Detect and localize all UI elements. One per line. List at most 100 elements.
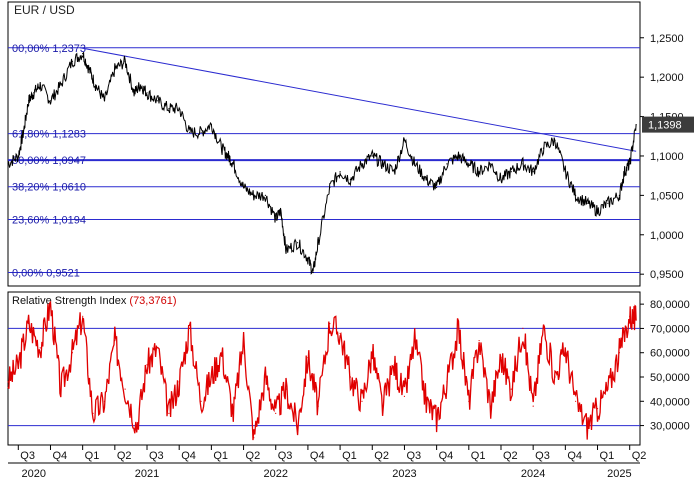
time-axis: Q3 Q4 Q1 Q2 Q3 Q4 Q1 Q2 Q3 Q4 Q1 Q2 Q3 Q4 Q1 Q2 Q3 Q4 Q1 Q2… bbox=[8, 445, 646, 480]
price-point bbox=[156, 100, 158, 102]
price-point bbox=[575, 194, 577, 196]
rsi-point bbox=[200, 400, 202, 402]
price-point bbox=[88, 68, 90, 70]
price-point bbox=[188, 131, 191, 133]
rsi-y-tick-label: 30,0000 bbox=[650, 421, 690, 433]
x-tick-label: Q2 bbox=[503, 450, 518, 462]
price-point bbox=[103, 100, 106, 102]
year-label: 2025 bbox=[607, 468, 631, 480]
rsi-point bbox=[60, 388, 62, 390]
price-y-tick-label: 1,0500 bbox=[650, 190, 684, 202]
x-tick-label: Q2 bbox=[374, 450, 389, 462]
x-tick-label: Q4 bbox=[181, 450, 196, 462]
rsi-y-tick-label: 80,0000 bbox=[650, 299, 690, 311]
fib-label: 38,20% 1,0610 bbox=[12, 182, 86, 194]
price-point bbox=[168, 108, 170, 110]
price-point bbox=[227, 155, 229, 157]
rsi-point bbox=[210, 376, 212, 378]
rsi-point bbox=[575, 400, 577, 402]
rsi-point bbox=[168, 412, 170, 414]
fib-label: 00,00% 1,2373 bbox=[12, 43, 86, 55]
price-point bbox=[361, 163, 363, 165]
rsi-point bbox=[221, 352, 223, 354]
rsi-panel-frame bbox=[7, 291, 641, 446]
price-point bbox=[436, 186, 438, 189]
rsi-title: Relative Strength Index (73,3761) bbox=[12, 295, 177, 307]
rsi-point bbox=[124, 388, 126, 390]
price-point bbox=[307, 257, 309, 259]
rsi-point bbox=[554, 376, 556, 378]
price-point bbox=[317, 242, 319, 244]
price-point bbox=[17, 155, 19, 157]
price-panel-frame bbox=[7, 1, 641, 287]
x-tick-label: Q2 bbox=[632, 450, 647, 462]
rsi-point bbox=[586, 425, 588, 427]
rsi-point bbox=[307, 357, 309, 359]
price-point bbox=[510, 171, 512, 173]
rsi-point bbox=[28, 323, 30, 325]
x-tick-label: Q3 bbox=[278, 450, 293, 462]
rsi-point bbox=[393, 364, 395, 366]
rsi-point bbox=[39, 347, 41, 349]
price-point bbox=[478, 171, 480, 173]
price-point bbox=[596, 210, 599, 212]
x-tick-label: Q3 bbox=[406, 450, 421, 462]
year-label: 2021 bbox=[135, 468, 159, 480]
trend-line bbox=[79, 47, 637, 152]
price-point bbox=[39, 84, 41, 86]
rsi-point bbox=[178, 381, 180, 383]
rsi-y-tick-label: 60,0000 bbox=[650, 348, 690, 360]
last-value-label: 1,1398 bbox=[648, 120, 682, 132]
price-point bbox=[542, 147, 545, 149]
price-point bbox=[285, 249, 287, 252]
x-tick-label: Q3 bbox=[20, 450, 35, 462]
fib-label: 61,80% 1,1283 bbox=[12, 129, 86, 141]
rsi-point bbox=[618, 352, 621, 354]
price-point bbox=[312, 271, 314, 274]
price-point bbox=[264, 194, 266, 196]
rsi-point bbox=[92, 412, 94, 414]
price-point bbox=[425, 179, 427, 181]
price-point bbox=[275, 218, 277, 220]
rsi-point bbox=[349, 376, 351, 378]
rsi-point bbox=[457, 327, 460, 329]
price-y-tick-label: 0,9500 bbox=[650, 269, 684, 281]
price-point bbox=[564, 171, 566, 173]
price-chart-title: EUR / USD bbox=[14, 3, 75, 17]
fib-label: 0,00% 0,9521 bbox=[12, 268, 80, 280]
price-y-tick-label: 1,1000 bbox=[650, 151, 684, 163]
x-tick-label: Q4 bbox=[52, 450, 67, 462]
rsi-point bbox=[243, 340, 245, 342]
rsi-point bbox=[635, 319, 637, 321]
x-tick-label: Q1 bbox=[342, 450, 357, 462]
price-point bbox=[457, 155, 460, 157]
rsi-series-line bbox=[7, 300, 637, 441]
rsi-y-tick-label: 40,0000 bbox=[650, 396, 690, 408]
price-point bbox=[114, 68, 116, 70]
price-point bbox=[200, 131, 202, 133]
price-point bbox=[468, 163, 470, 165]
price-point bbox=[532, 171, 534, 173]
price-point bbox=[329, 186, 331, 189]
year-label: 2020 bbox=[22, 468, 46, 480]
price-point bbox=[243, 186, 245, 189]
price-point bbox=[178, 108, 180, 110]
rsi-point bbox=[188, 327, 191, 329]
rsi-point bbox=[403, 395, 405, 397]
x-tick-label: Q1 bbox=[600, 450, 615, 462]
x-tick-label: Q2 bbox=[117, 450, 132, 462]
price-point bbox=[618, 194, 621, 196]
rsi-point bbox=[607, 388, 609, 390]
price-point bbox=[607, 202, 609, 204]
price-point bbox=[393, 171, 395, 173]
year-label: 2022 bbox=[263, 468, 287, 480]
rsi-point bbox=[468, 400, 470, 402]
price-point bbox=[554, 139, 556, 141]
x-tick-label: Q2 bbox=[246, 450, 261, 462]
rsi-point bbox=[7, 381, 9, 383]
rsi-point bbox=[490, 405, 492, 407]
price-point bbox=[94, 84, 97, 86]
rsi-point bbox=[629, 315, 631, 317]
rsi-point bbox=[425, 400, 427, 402]
